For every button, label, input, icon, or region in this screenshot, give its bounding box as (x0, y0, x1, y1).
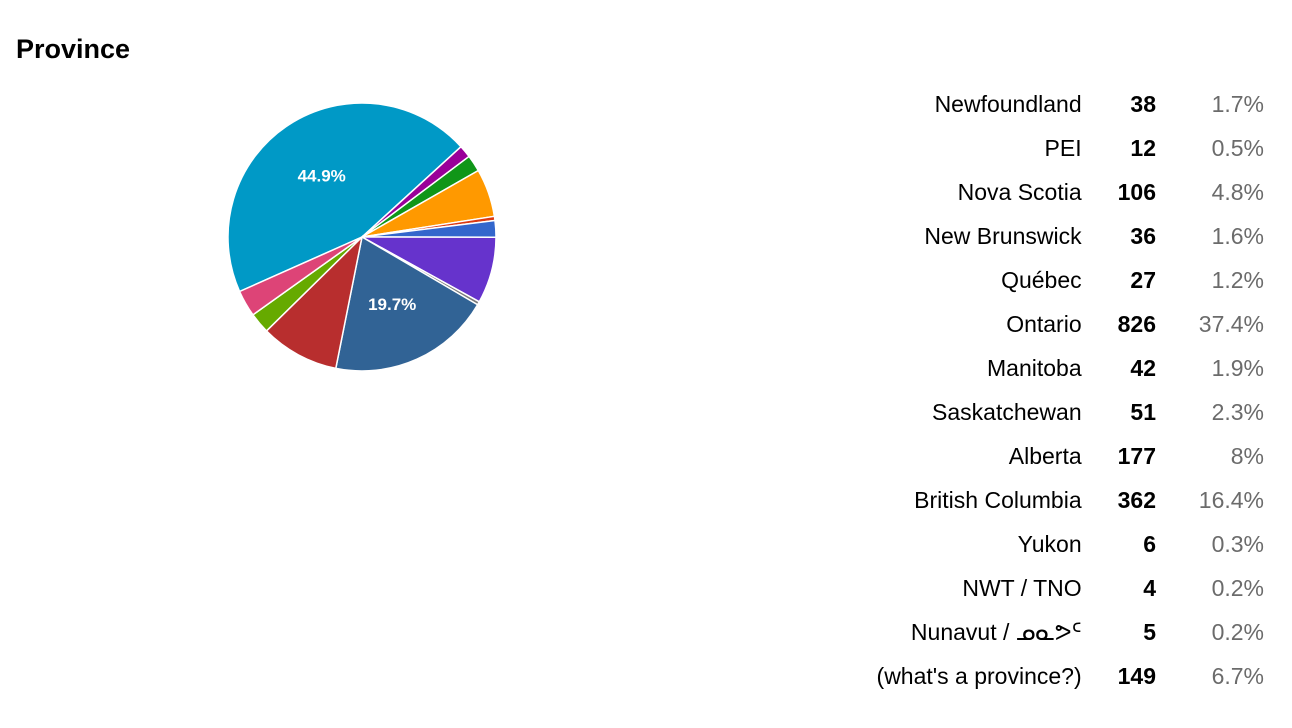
province-percent: 1.9% (1211, 354, 1264, 381)
province-percent: 16.4% (1198, 486, 1264, 513)
pie-slice (238, 236, 363, 316)
table-row: New Brunswick 36 1.6% (877, 214, 1264, 258)
table-row: Saskatchewan 51 2.3% (877, 390, 1264, 434)
table-row: Manitoba 42 1.9% (877, 346, 1264, 390)
province-name: (what's a province?) (876, 662, 1082, 689)
pie-chart: 44.9% 19.7% (227, 102, 497, 372)
province-percent: 1.6% (1211, 222, 1264, 249)
province-count: 12 (1130, 134, 1156, 161)
province-name: New Brunswick (924, 222, 1082, 249)
province-count: 51 (1130, 398, 1156, 425)
pie-slice (334, 235, 479, 372)
province-percent: 4.8% (1211, 178, 1264, 205)
province-percent: 0.3% (1211, 530, 1264, 557)
province-name: Nunavut / ᓄᓇᕗᑦ (910, 618, 1082, 645)
table-row: Newfoundland 38 1.7% (877, 82, 1264, 126)
table-row: NWT / TNO 4 0.2% (877, 566, 1264, 610)
province-percent: 1.7% (1211, 90, 1264, 117)
province-name: Manitoba (987, 354, 1082, 381)
pie-slice-label: 19.7% (368, 295, 416, 314)
pie-slice (227, 102, 463, 293)
province-name: Newfoundland (934, 90, 1082, 117)
province-count: 106 (1117, 178, 1156, 205)
province-name: Québec (1001, 266, 1082, 293)
province-name: British Columbia (914, 486, 1082, 513)
province-count: 42 (1130, 354, 1156, 381)
table-row: Yukon 6 0.3% (877, 522, 1264, 566)
table-row: Alberta 177 8% (877, 434, 1264, 478)
province-percent: 0.5% (1211, 134, 1264, 161)
province-percent: 2.3% (1211, 398, 1264, 425)
province-count: 6 (1143, 530, 1156, 557)
province-count: 177 (1117, 442, 1156, 469)
province-name: Ontario (1006, 310, 1082, 337)
table-row: PEI 12 0.5% (877, 126, 1264, 170)
pie-slice-label: 44.9% (298, 166, 346, 185)
province-name: Yukon (1017, 530, 1082, 557)
province-percent: 6.7% (1211, 662, 1264, 689)
province-count: 38 (1130, 90, 1156, 117)
province-percent: 0.2% (1211, 574, 1264, 601)
province-name: NWT / TNO (962, 574, 1082, 601)
table-row: Nunavut / ᓄᓇᕗᑦ 5 0.2% (877, 610, 1264, 654)
province-count: 4 (1143, 574, 1156, 601)
province-name: PEI (1044, 134, 1082, 161)
province-count: 27 (1130, 266, 1156, 293)
province-percent: 0.2% (1211, 618, 1264, 645)
table-row: Nova Scotia 106 4.8% (877, 170, 1264, 214)
province-percent: 37.4% (1198, 310, 1264, 337)
table-row: Québec 27 1.2% (877, 258, 1264, 302)
province-count: 362 (1117, 486, 1156, 513)
province-table: Newfoundland 38 1.7% PEI 12 0.5% Nova Scotia 10… (877, 82, 1264, 698)
table-row: British Columbia 362 16.4% (877, 478, 1264, 522)
province-count: 149 (1117, 662, 1156, 689)
province-name: Nova Scotia (957, 178, 1082, 205)
table-row: Ontario 826 37.4% (877, 302, 1264, 346)
province-percent: 8% (1230, 442, 1264, 469)
table-row: (what's a province?) 149 6.7% (877, 654, 1264, 698)
province-name: Alberta (1008, 442, 1082, 469)
province-percent: 1.2% (1211, 266, 1264, 293)
province-count: 36 (1130, 222, 1156, 249)
province-name: Saskatchewan (932, 398, 1082, 425)
chart-title: Province (16, 34, 131, 64)
province-count: 5 (1143, 618, 1156, 645)
province-count: 826 (1117, 310, 1156, 337)
pie-slice (265, 234, 364, 370)
